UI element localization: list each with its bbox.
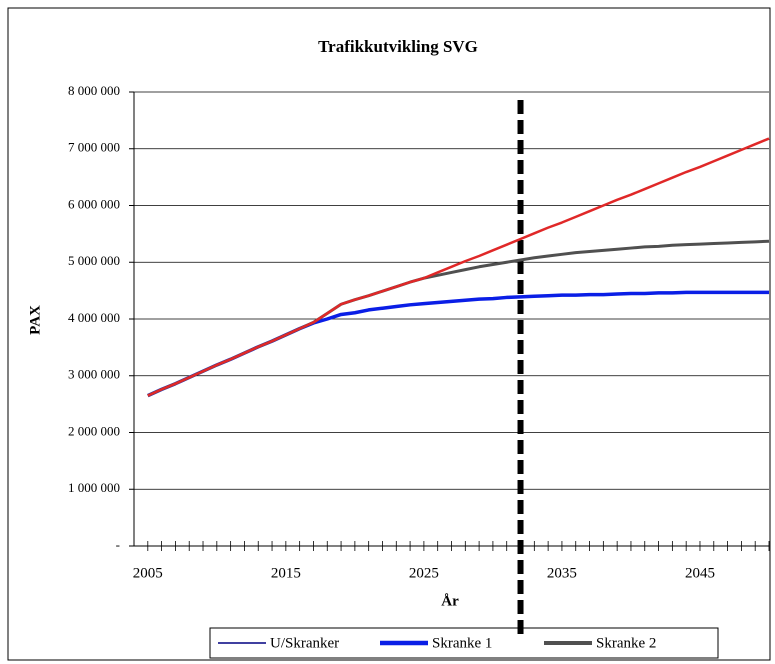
y-tick-label: 8 000 000: [68, 83, 120, 98]
x-tick-label: 2035: [547, 565, 577, 581]
y-axis-label: PAX: [27, 305, 43, 335]
y-tick-label: 2 000 000: [68, 423, 120, 438]
x-tick-label: 2045: [685, 565, 715, 581]
y-tick-label: 5 000 000: [68, 253, 120, 268]
x-tick-label: 2005: [133, 565, 163, 581]
y-tick-label: 1 000 000: [68, 480, 120, 495]
legend-label: Skranke 2: [596, 635, 656, 651]
y-tick-label: 4 000 000: [68, 310, 120, 325]
x-axis-label: År: [441, 593, 459, 609]
y-tick-label: 7 000 000: [68, 140, 120, 155]
y-tick-label: -: [116, 537, 120, 552]
chart-title: Trafikkutvikling SVG: [318, 37, 478, 56]
y-tick-label: 3 000 000: [68, 367, 120, 382]
legend-label: U/Skranker: [270, 635, 339, 651]
x-tick-label: 2025: [409, 565, 439, 581]
legend-label: Skranke 1: [432, 635, 492, 651]
x-tick-label: 2015: [271, 565, 301, 581]
y-tick-label: 6 000 000: [68, 196, 120, 211]
series-line: [147, 137, 770, 397]
chart-frame: [7, 7, 771, 661]
legend-box: [209, 627, 719, 659]
